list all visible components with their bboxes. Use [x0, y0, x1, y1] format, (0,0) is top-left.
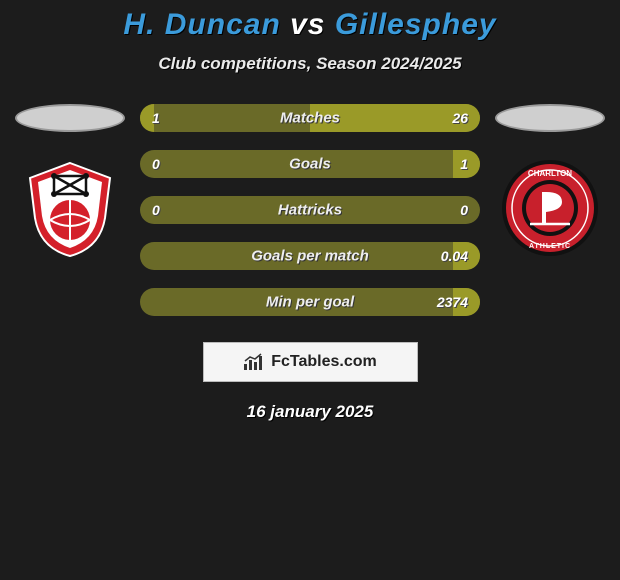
branding-box: FcTables.com — [203, 342, 418, 382]
stat-left-value: 0 — [152, 156, 160, 172]
stat-row: 1 26 Matches — [140, 104, 480, 132]
player1-name: H. Duncan — [123, 8, 280, 41]
stat-row: 0 1 Goals — [140, 150, 480, 178]
date-text: 16 january 2025 — [0, 402, 620, 422]
stat-left-value: 1 — [152, 110, 160, 126]
chart-icon — [243, 353, 265, 371]
stat-label: Hattricks — [278, 202, 342, 219]
stat-label: Matches — [280, 110, 340, 127]
player2-silhouette — [495, 104, 605, 132]
stat-left-value: 0 — [152, 202, 160, 218]
stats-bars: 1 26 Matches 0 1 Goals 0 0 Hattricks 0.04 Goals pe… — [140, 104, 480, 316]
stat-right-value: 0 — [460, 202, 468, 218]
title: H. Duncan vs Gillesphey — [0, 8, 620, 42]
stat-label: Goals — [289, 156, 331, 173]
main-area: 1 26 Matches 0 1 Goals 0 0 Hattricks 0.04 Goals pe… — [0, 104, 620, 316]
club-badge-right: CHARLTON ATHLETIC — [500, 158, 600, 258]
player2-name: Gillesphey — [335, 8, 497, 41]
stat-label: Min per goal — [266, 294, 354, 311]
branding-text: FcTables.com — [271, 353, 377, 371]
stat-right-value: 2374 — [437, 294, 468, 310]
right-column: CHARLTON ATHLETIC — [490, 104, 610, 258]
stat-right-value: 26 — [452, 110, 468, 126]
player1-silhouette — [15, 104, 125, 132]
svg-text:CHARLTON: CHARLTON — [528, 169, 572, 178]
stat-row: 0 0 Hattricks — [140, 196, 480, 224]
left-column — [10, 104, 130, 258]
infographic-root: H. Duncan vs Gillesphey Club competition… — [0, 0, 620, 422]
stat-row: 2374 Min per goal — [140, 288, 480, 316]
stat-label: Goals per match — [251, 248, 369, 265]
stat-right-value: 1 — [460, 156, 468, 172]
svg-text:ATHLETIC: ATHLETIC — [529, 243, 571, 250]
stat-row: 0.04 Goals per match — [140, 242, 480, 270]
club-badge-left — [20, 158, 120, 258]
vs-text: vs — [290, 8, 325, 41]
subtitle: Club competitions, Season 2024/2025 — [0, 54, 620, 74]
stat-right-value: 0.04 — [441, 248, 468, 264]
